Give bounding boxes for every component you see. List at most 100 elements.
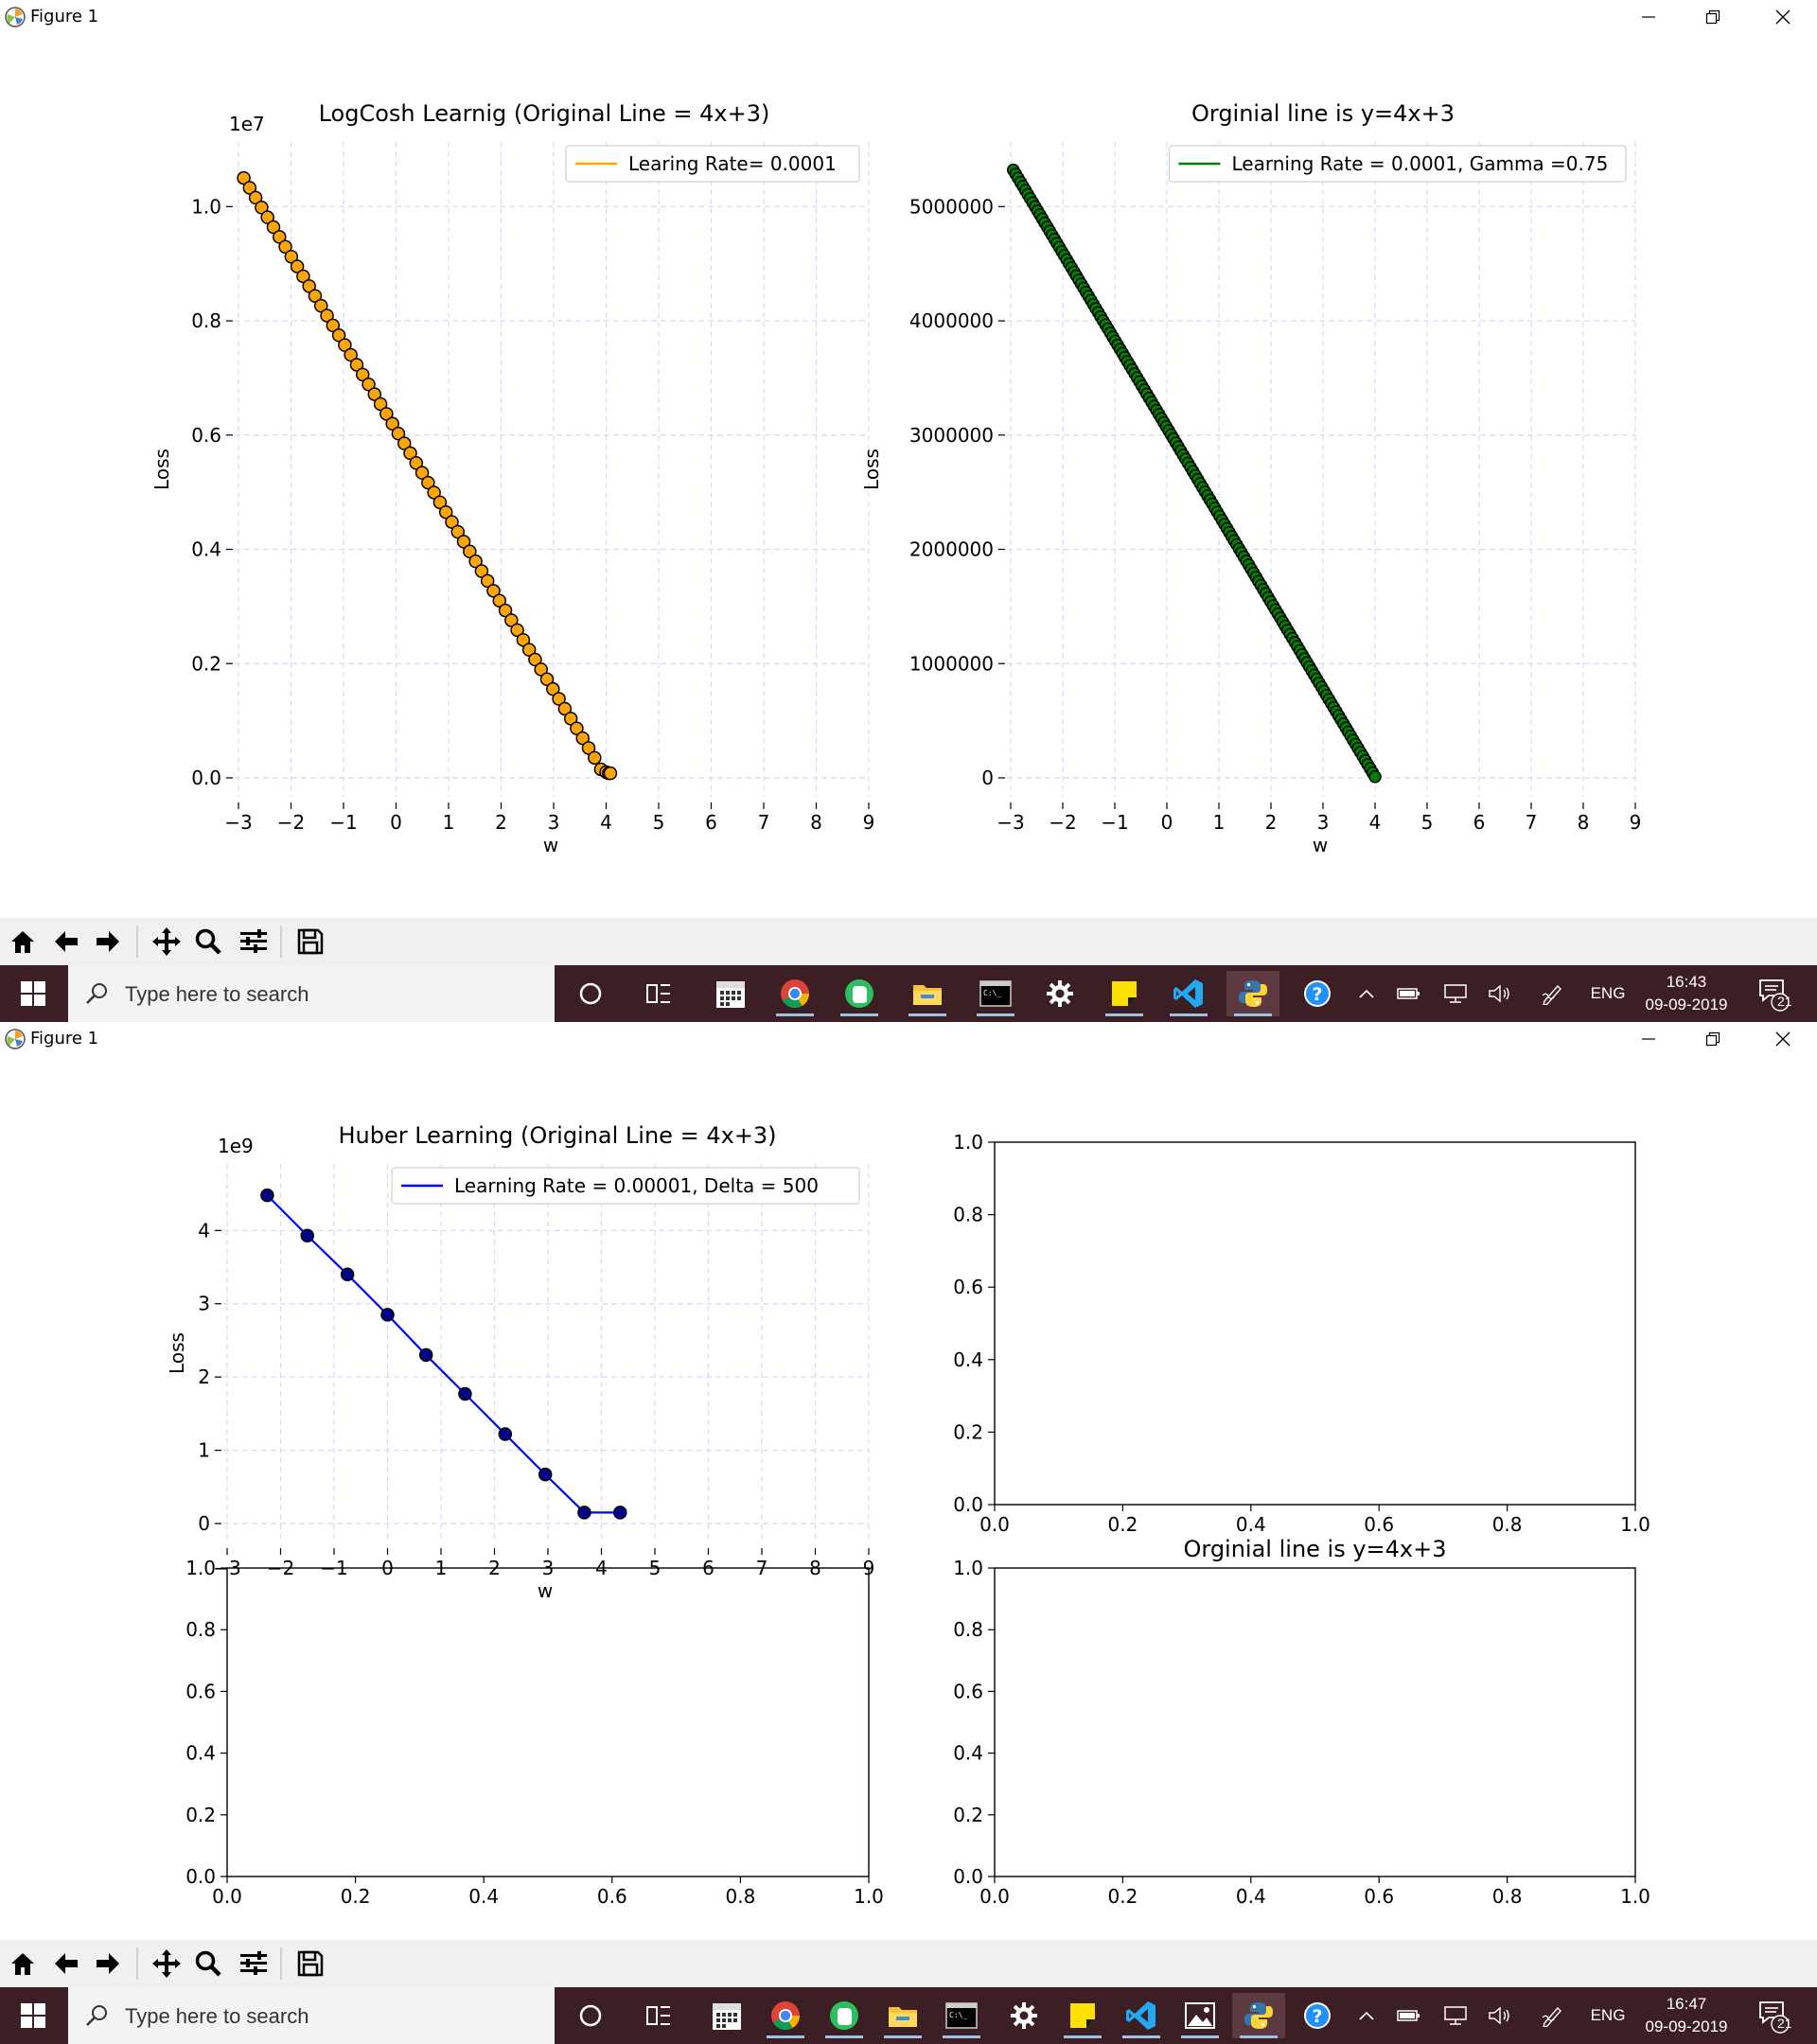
task-view-button[interactable] <box>632 971 685 1016</box>
back-button[interactable] <box>47 1946 85 1982</box>
vscode-button[interactable] <box>1162 971 1215 1016</box>
configure-subplots-button[interactable] <box>235 1946 273 1982</box>
python-button[interactable] <box>1226 971 1279 1016</box>
taskbar-search-box[interactable]: Type here to search <box>68 965 555 1022</box>
data-point <box>379 407 394 421</box>
help-button[interactable]: ? <box>1291 971 1344 1016</box>
terminal-button[interactable]: C:\_ <box>935 1993 988 2038</box>
taskbar-clock[interactable]: 16:47 09-09-2019 <box>1630 1993 1743 2038</box>
file-explorer-button[interactable] <box>901 971 954 1016</box>
network-tray-button[interactable] <box>1442 965 1471 1022</box>
restore-icon <box>1705 9 1720 25</box>
y-tick-label: 0.2 <box>953 1804 983 1826</box>
restore-button[interactable] <box>1681 1022 1745 1056</box>
pen-icon <box>1542 2006 1561 2027</box>
restore-button[interactable] <box>1681 0 1745 34</box>
help-button[interactable]: ? <box>1291 1993 1344 2038</box>
legend-label: Learning Rate = 0.00001, Delta = 500 <box>454 1174 819 1197</box>
minimize-icon <box>1642 1038 1655 1040</box>
zoom-button[interactable] <box>189 1946 227 1982</box>
settings-button[interactable] <box>1033 971 1086 1016</box>
settings-button[interactable] <box>997 1993 1050 2038</box>
calendar-app-button[interactable] <box>704 971 757 1016</box>
figure-canvas[interactable]: −3 −2 −1 0 1 2 3 4 5 6 7 8 9 0 1 2 3 4 1e9 Huber Learning (… <box>0 1056 1817 1940</box>
evernote-button[interactable] <box>833 971 886 1016</box>
x-tick-label: 0.6 <box>1364 1513 1394 1536</box>
forward-button[interactable] <box>89 924 127 960</box>
x-axis-label: w <box>538 1579 553 1602</box>
matplotlib-toolbar <box>0 1940 1817 1987</box>
input-language[interactable]: ENG <box>1590 2006 1626 2024</box>
show-hidden-icons-button[interactable] <box>1353 965 1380 1022</box>
cortana-button[interactable] <box>564 1993 617 2038</box>
minimize-button[interactable] <box>1616 1022 1681 1056</box>
input-language[interactable]: ENG <box>1590 984 1626 1002</box>
data-point <box>237 170 251 185</box>
y-tick-label: 0.6 <box>953 1680 983 1702</box>
save-button[interactable] <box>291 924 329 960</box>
chrome-button[interactable] <box>768 971 821 1016</box>
photos-button[interactable] <box>1173 1993 1226 2038</box>
x-tick-label: 0.0 <box>979 1513 1010 1536</box>
pen-tray-button[interactable] <box>1539 1987 1567 2044</box>
x-tick-label: −1 <box>329 811 357 834</box>
back-button[interactable] <box>47 924 85 960</box>
forward-arrow-icon <box>97 1953 119 1974</box>
close-button[interactable] <box>1751 1022 1815 1056</box>
task-view-button[interactable] <box>632 1993 685 2038</box>
terminal-button[interactable]: C:\_ <box>969 971 1022 1016</box>
sticky-notes-button[interactable] <box>1098 971 1151 1016</box>
pan-button[interactable] <box>148 924 185 960</box>
x-tick-label: 5 <box>653 811 665 834</box>
network-tray-button[interactable] <box>1442 1987 1471 2044</box>
action-center-button[interactable]: 21 <box>1753 965 1794 1022</box>
cortana-button[interactable] <box>564 971 617 1016</box>
pan-button[interactable] <box>148 1946 185 1982</box>
volume-tray-button[interactable] <box>1486 1987 1514 2044</box>
battery-tray-button[interactable] <box>1395 965 1423 1022</box>
vscode-button[interactable] <box>1115 1993 1168 2038</box>
battery-tray-button[interactable] <box>1395 1987 1423 2044</box>
python-button[interactable] <box>1232 1993 1285 2038</box>
chart-momentum: −3 −2 −1 0 1 2 3 4 5 6 7 8 9 0 1000000 2000000 3000000 40… <box>860 100 1641 856</box>
start-button[interactable] <box>0 965 66 1022</box>
data-point <box>284 249 299 264</box>
y-axis-label: Loss <box>150 449 173 490</box>
x-tick-label: 8 <box>810 811 822 834</box>
y-tick-label: 2 <box>198 1366 210 1388</box>
x-tick-label: 2 <box>1265 811 1278 834</box>
taskbar-clock[interactable]: 16:43 09-09-2019 <box>1630 971 1743 1016</box>
save-button[interactable] <box>291 1946 329 1982</box>
figure-canvas[interactable]: −3 −2 −1 0 1 2 3 4 5 6 7 8 9 0.0 0.2 0.4 0.6 0.8 1.0 1e7 Log… <box>0 34 1817 918</box>
home-button[interactable] <box>4 924 42 960</box>
y-tick-label: 0.8 <box>953 1204 983 1226</box>
taskbar-search-box[interactable]: Type here to search <box>68 1987 555 2044</box>
file-explorer-button[interactable] <box>876 1993 929 2038</box>
x-tick-label: 5 <box>1421 811 1434 834</box>
forward-button[interactable] <box>89 1946 127 1982</box>
calendar-app-button[interactable] <box>700 1993 753 2038</box>
x-tick-label: 0 <box>1161 811 1173 834</box>
sticky-notes-button[interactable] <box>1056 1993 1109 2038</box>
sticky-notes-icon <box>1112 981 1137 1006</box>
start-button[interactable] <box>0 1987 66 2044</box>
action-center-button[interactable]: 21 <box>1753 1987 1794 2044</box>
configure-subplots-button[interactable] <box>235 924 273 960</box>
close-button[interactable] <box>1751 0 1815 34</box>
chrome-button[interactable] <box>759 1993 812 2038</box>
show-hidden-icons-button[interactable] <box>1353 1987 1380 2044</box>
pen-tray-button[interactable] <box>1539 965 1567 1022</box>
sticky-notes-icon <box>1070 2003 1095 2028</box>
data-point <box>415 466 430 480</box>
zoom-button[interactable] <box>189 924 227 960</box>
volume-tray-button[interactable] <box>1486 965 1514 1022</box>
evernote-button[interactable] <box>818 1993 871 2038</box>
minimize-button[interactable] <box>1616 0 1681 34</box>
home-button[interactable] <box>4 1946 42 1982</box>
window-titlebar[interactable]: Figure 1 <box>0 0 1817 35</box>
x-tick-label: 8 <box>1578 811 1590 834</box>
battery-icon <box>1397 988 1420 999</box>
x-tick-label: 0.4 <box>1236 1513 1266 1536</box>
y-tick-label: 0.8 <box>191 309 221 332</box>
window-titlebar[interactable]: Figure 1 <box>0 1022 1817 1057</box>
